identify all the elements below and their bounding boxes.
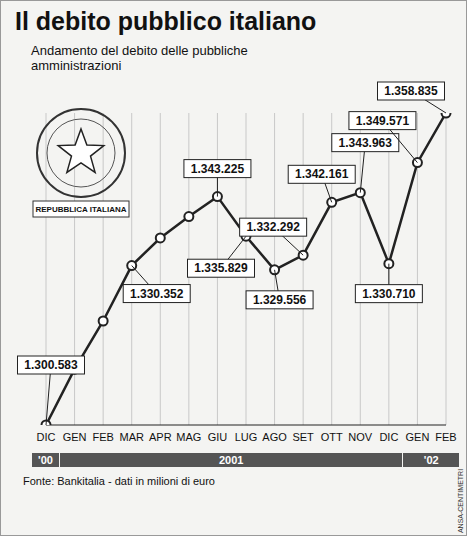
svg-text:1.330.710: 1.330.710	[362, 287, 416, 301]
svg-text:1.330.352: 1.330.352	[130, 287, 184, 301]
svg-text:SET: SET	[292, 431, 314, 443]
svg-text:GIU: GIU	[208, 431, 228, 443]
svg-text:1.349.571: 1.349.571	[356, 114, 410, 128]
svg-text:MAG: MAG	[176, 431, 201, 443]
html-text:Andamento del debito delle pub: Andamento del debito delle pubbliche amm…	[31, 43, 248, 73]
svg-text:1.343.963: 1.343.963	[339, 136, 393, 150]
svg-text:1.332.292: 1.332.292	[246, 220, 300, 234]
svg-text:REPUBBLICA ITALIANA: REPUBBLICA ITALIANA	[35, 205, 126, 214]
html-text:Il debito pubblico italiano: Il debito pubblico italiano	[15, 7, 317, 35]
svg-text:1.300.583: 1.300.583	[24, 358, 78, 372]
svg-text:1.329.556: 1.329.556	[253, 293, 307, 307]
svg-text:AGO: AGO	[262, 431, 287, 443]
svg-text:1.342.161: 1.342.161	[295, 167, 349, 181]
html-text:'02: '02	[423, 454, 439, 466]
svg-text:MAR: MAR	[119, 431, 144, 443]
svg-text:1.343.225: 1.343.225	[191, 162, 245, 176]
svg-text:GEN: GEN	[406, 431, 430, 443]
svg-text:FEB: FEB	[435, 431, 456, 443]
svg-text:NOV: NOV	[348, 431, 373, 443]
svg-text:APR: APR	[149, 431, 172, 443]
svg-text:GEN: GEN	[63, 431, 87, 443]
html-text:2001: 2001	[219, 454, 244, 466]
svg-text:OTT: OTT	[321, 431, 343, 443]
svg-text:1.335.829: 1.335.829	[194, 261, 248, 275]
svg-text:1.358.835: 1.358.835	[384, 84, 438, 98]
svg-text:DIC: DIC	[37, 431, 56, 443]
svg-text:ANSA-CENTIMETRI: ANSA-CENTIMETRI	[457, 469, 464, 533]
html-text:'00: '00	[38, 454, 53, 466]
svg-text:LUG: LUG	[235, 431, 258, 443]
svg-text:FEB: FEB	[92, 431, 113, 443]
svg-text:DIC: DIC	[379, 431, 398, 443]
html-text:Fonte: Bankitalia - dati in mi: Fonte: Bankitalia - dati in milioni di e…	[23, 475, 215, 487]
